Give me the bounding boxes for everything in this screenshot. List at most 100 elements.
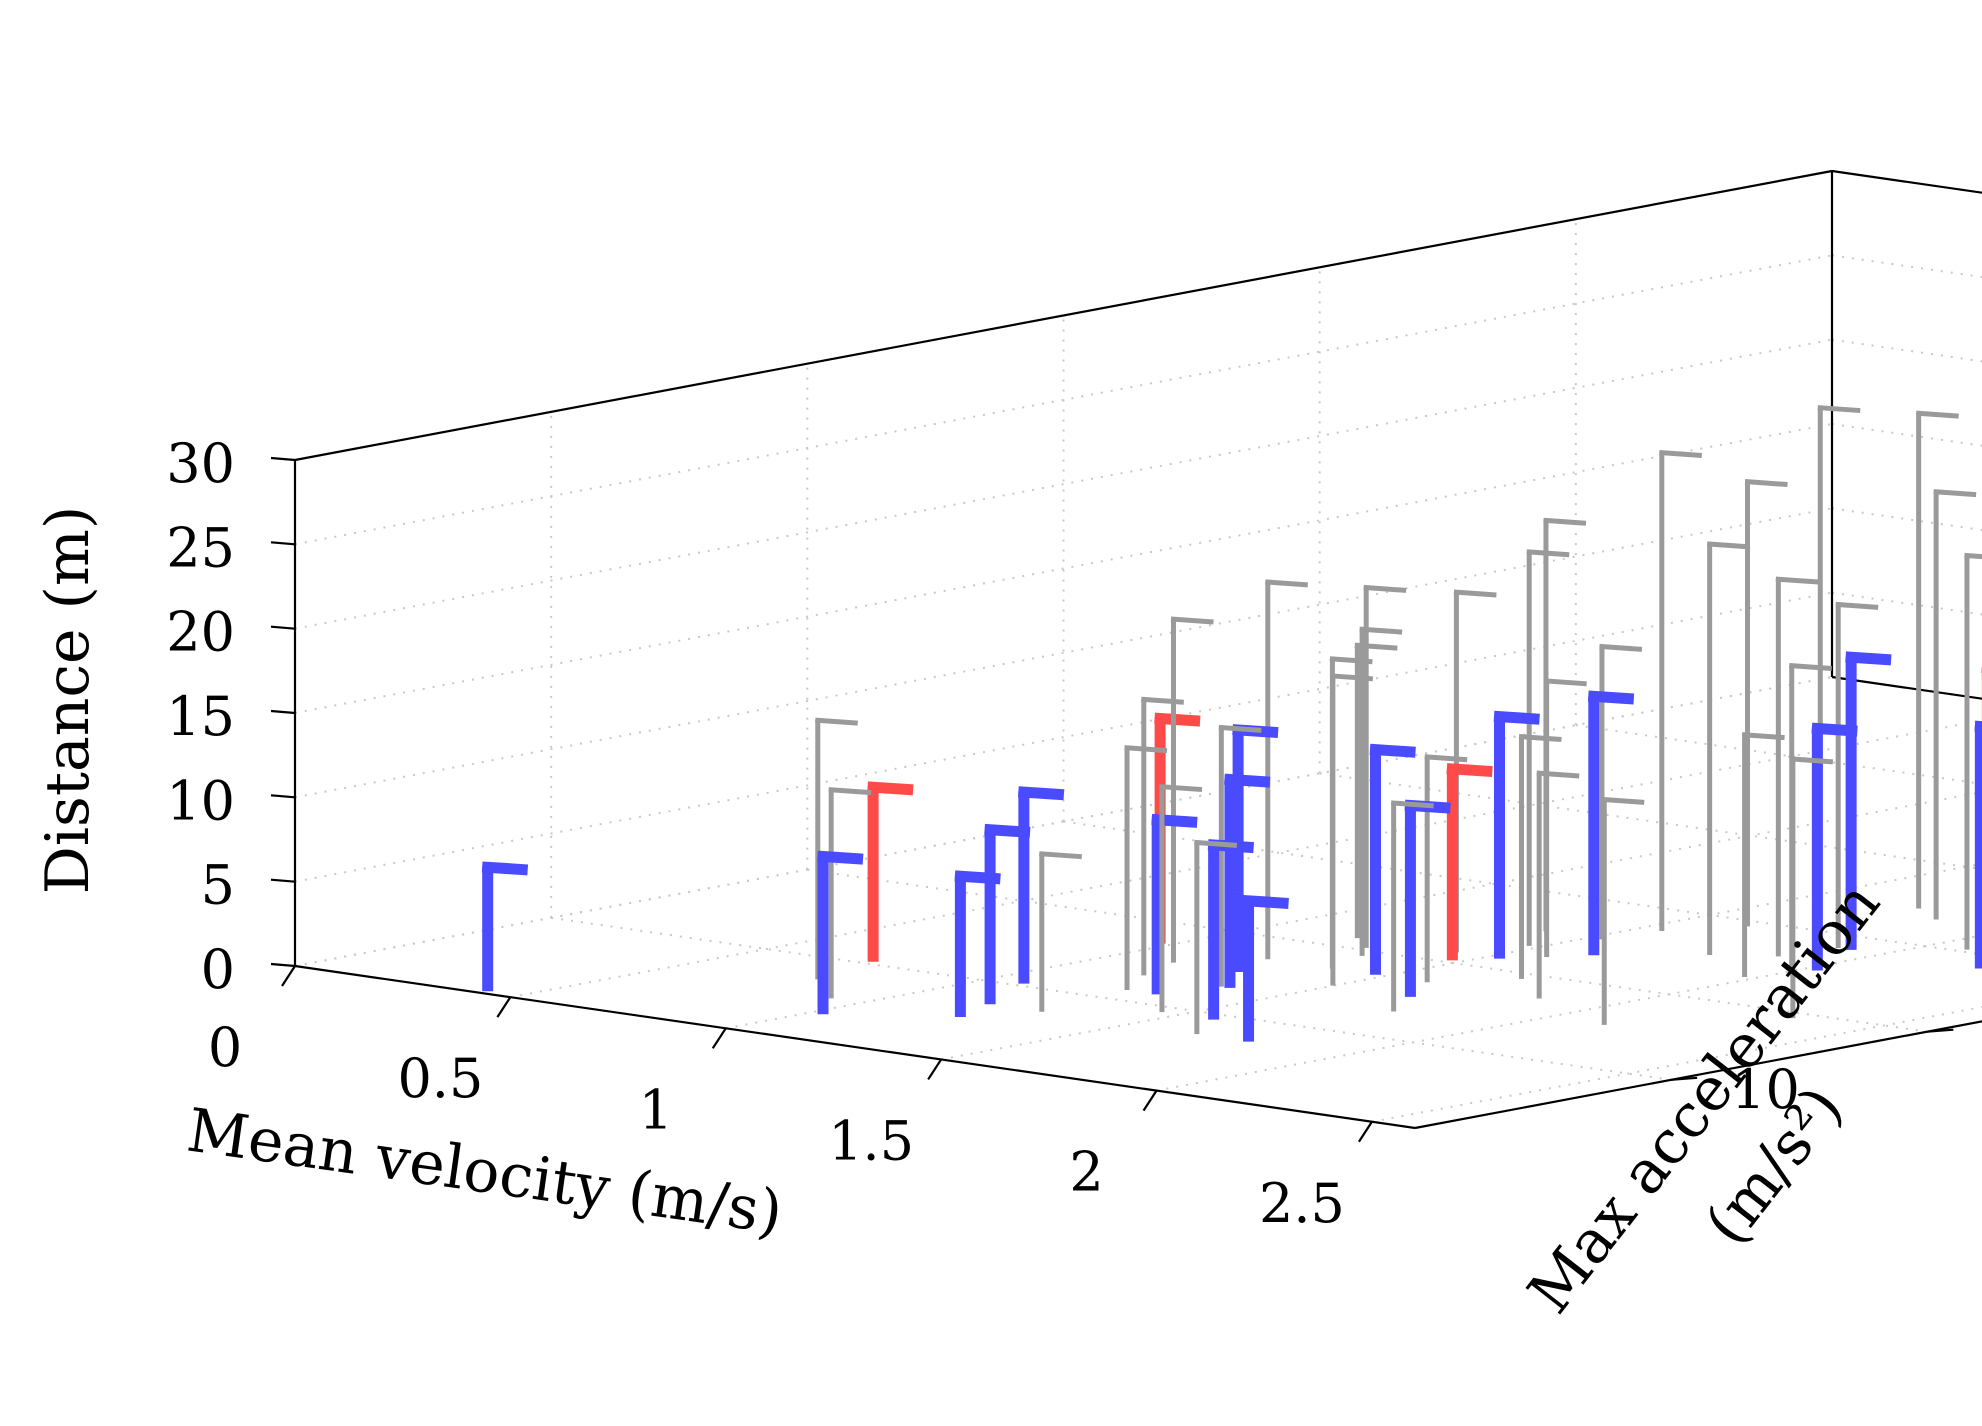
- stem-gray-40: [1170, 616, 1214, 963]
- stem-blue-47: [1224, 773, 1271, 988]
- stem-gray-38: [1424, 754, 1468, 983]
- stem-gray-9: [1964, 552, 1982, 950]
- stem-cap: [1194, 839, 1238, 848]
- stem-cap: [1915, 410, 1959, 419]
- stem-gray-31: [1359, 626, 1403, 956]
- x-tick-3: [927, 1058, 943, 1081]
- x-tick-1: [496, 996, 512, 1018]
- grid-z-left-4: [294, 338, 1833, 630]
- stem-cap: [1329, 656, 1373, 665]
- stem-cap: [481, 861, 529, 876]
- stem-cap: [1154, 712, 1201, 727]
- stem-cap: [1845, 651, 1892, 666]
- stem-blue-61: [954, 870, 1001, 1018]
- stem-cap: [1369, 743, 1416, 758]
- stem-cap: [1159, 784, 1203, 793]
- box-top-back-edge: [1831, 169, 1982, 194]
- y-tick-1: [1927, 1028, 1954, 1033]
- stem-cap: [1543, 678, 1587, 687]
- stem-cap: [1817, 405, 1861, 414]
- stem-cap: [815, 717, 858, 726]
- stem-cap: [1218, 724, 1262, 733]
- x-tick-label-2: 1: [639, 1078, 673, 1141]
- z-tick-0: [270, 962, 296, 968]
- grid-z-back-6: [1831, 170, 1982, 194]
- stem-cap: [1141, 696, 1184, 705]
- stem-cap: [1974, 720, 1982, 733]
- x-tick-4: [1142, 1090, 1158, 1112]
- x-tick-2: [711, 1027, 727, 1049]
- stem-blue-59: [1242, 894, 1289, 1042]
- z-tick-4: [270, 625, 296, 630]
- stem-blue-50: [1151, 813, 1198, 995]
- stem-gray-29: [1363, 584, 1407, 948]
- stem-red-51: [867, 781, 914, 962]
- grid-x-floor-1: [510, 719, 1982, 999]
- stem-blue-56: [984, 823, 1031, 1005]
- stem-cap: [1151, 813, 1198, 828]
- stem-cap: [867, 781, 914, 796]
- stem-cap: [1933, 489, 1977, 498]
- stem-cap: [828, 787, 872, 796]
- grid-z-left-1: [294, 591, 1833, 883]
- grid-z-back-3: [1831, 423, 1982, 447]
- stem-gray-15: [1659, 449, 1702, 931]
- x-tick-label-5: 2.5: [1259, 1172, 1345, 1235]
- stem-blue-52: [1018, 786, 1065, 984]
- stem-gray-22: [1526, 549, 1570, 946]
- x-tick-label-1: 0.5: [397, 1047, 483, 1110]
- x-axis-line: [294, 964, 1416, 1130]
- stem-gray-32: [1518, 733, 1562, 979]
- stem-cap: [1018, 786, 1065, 801]
- stem-cap: [1536, 770, 1580, 779]
- stem-cap: [1775, 576, 1819, 585]
- stem-blue-63: [481, 861, 529, 992]
- stem-gray-53: [1159, 784, 1203, 1013]
- z-tick-label-3: 15: [166, 685, 235, 748]
- stem-cap: [1424, 754, 1468, 763]
- stem-cap: [1359, 626, 1403, 635]
- x-tick-label-3: 1.5: [828, 1109, 914, 1172]
- grid-z-back-2: [1831, 507, 1982, 532]
- stem-cap: [1599, 643, 1643, 652]
- grid-layer: [294, 170, 1982, 1123]
- z-tick-label-4: 20: [166, 601, 235, 664]
- stem-cap: [1493, 710, 1540, 725]
- stem-gray-6: [1933, 489, 1977, 920]
- stems-layer: [481, 405, 1982, 1042]
- stem-gray-16: [1775, 576, 1819, 957]
- x-tick-0: [281, 965, 296, 987]
- z-tick-label-1: 5: [201, 854, 235, 917]
- stem-gray-57: [1039, 851, 1082, 1012]
- stem-cap: [1706, 541, 1750, 550]
- stem-cap: [1224, 773, 1271, 788]
- stem-gray-49: [1124, 745, 1168, 990]
- stem-cap: [1039, 851, 1082, 860]
- stem-cap: [1789, 662, 1832, 671]
- stem-cap: [1242, 894, 1289, 909]
- stem-gray-17: [1543, 517, 1587, 932]
- grid-z-left-3: [294, 423, 1833, 714]
- stem-gray-45: [1141, 696, 1184, 976]
- y-tick-0: [1671, 1076, 1698, 1081]
- stem-gray-24: [1741, 732, 1785, 978]
- z-tick-2: [270, 794, 296, 799]
- grid-z-back-4: [1831, 338, 1982, 363]
- stem-blue-28: [1493, 710, 1540, 959]
- grid-z-left-2: [294, 507, 1833, 799]
- axes-box: [293, 169, 1982, 1130]
- x-tick-label-4: 2: [1069, 1141, 1103, 1204]
- stem-gray-46: [1218, 724, 1262, 987]
- stem-cap: [1964, 552, 1982, 560]
- stem-cap: [1811, 722, 1858, 737]
- stem-cap: [1124, 745, 1168, 754]
- stem-blue-14: [1974, 720, 1982, 969]
- stem-gray-44: [1601, 796, 1645, 1025]
- stem-gray-60: [828, 787, 872, 999]
- stem-cap: [1526, 549, 1570, 558]
- z-axis-label: Distance (m): [33, 506, 103, 895]
- stem-cap: [1390, 800, 1434, 809]
- stem-cap: [1330, 673, 1374, 682]
